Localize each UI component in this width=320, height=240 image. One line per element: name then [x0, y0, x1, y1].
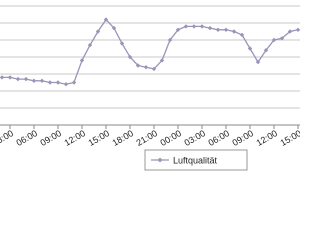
data-point	[63, 82, 69, 87]
data-point	[23, 76, 29, 82]
data-point	[239, 32, 245, 38]
data-point	[79, 58, 85, 63]
data-point	[0, 75, 5, 80]
legend: Luftqualität	[144, 149, 248, 171]
data-point	[255, 59, 261, 65]
data-point	[263, 48, 269, 53]
legend-marker	[157, 157, 163, 163]
data-point	[231, 29, 237, 34]
data-point	[287, 29, 293, 34]
data-point	[95, 29, 101, 34]
legend-box	[144, 149, 248, 171]
data-point	[119, 41, 125, 46]
data-point	[143, 65, 149, 70]
data-point	[191, 24, 197, 29]
data-point	[71, 80, 77, 85]
chart: 03:00 06:00 09:00 12:00 15:00 18:00 21:00 00:00…	[0, 5, 300, 171]
data-point	[39, 78, 45, 83]
data-point	[175, 27, 181, 32]
data-point	[159, 58, 165, 63]
data-point	[271, 37, 277, 43]
data-point	[167, 37, 173, 43]
data-point	[103, 17, 109, 22]
data-point	[207, 25, 213, 31]
data-point	[279, 36, 285, 41]
data-point	[215, 27, 221, 32]
data-point	[199, 24, 205, 29]
data-point	[47, 80, 53, 85]
data-point	[223, 27, 229, 32]
data-point	[7, 75, 13, 80]
legend-label: Luftqualität	[173, 156, 218, 166]
data-point	[127, 54, 133, 60]
data-point	[295, 27, 300, 32]
data-point	[151, 66, 157, 72]
data-point	[135, 63, 141, 68]
data-point	[15, 76, 21, 82]
data-point	[183, 24, 189, 29]
data-point	[55, 80, 61, 85]
data-point	[31, 78, 37, 83]
data-point	[247, 46, 253, 51]
data-point	[87, 42, 93, 48]
data-point	[111, 25, 117, 31]
